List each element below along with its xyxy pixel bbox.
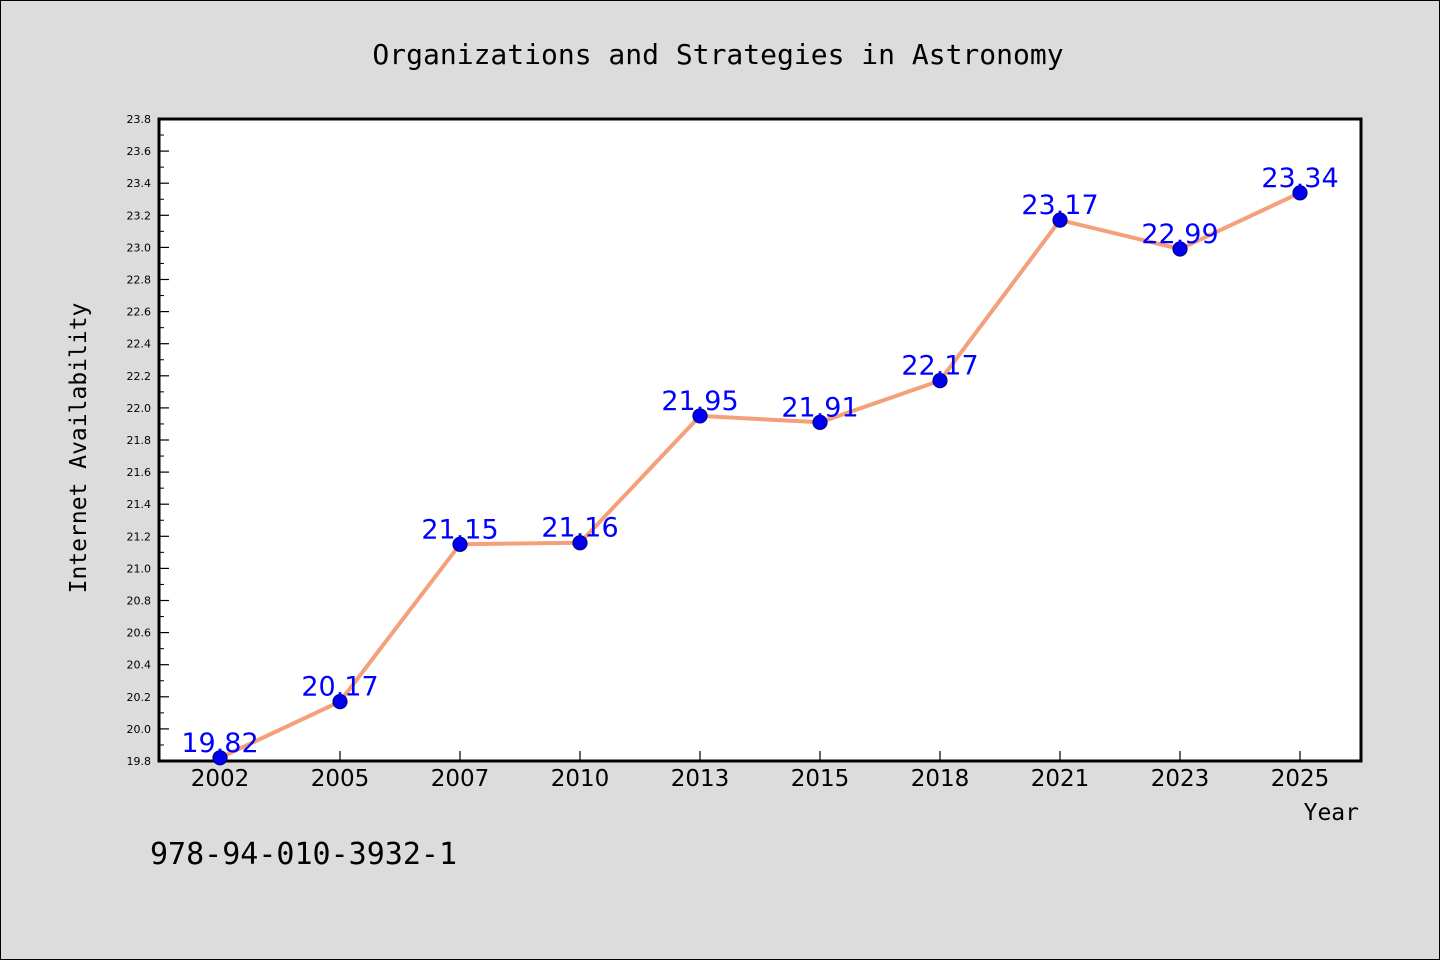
data-point [692, 408, 708, 424]
y-tick-label: 22.0 [127, 402, 152, 415]
data-point [212, 750, 228, 766]
data-markers [212, 185, 1308, 766]
x-axis-label: Year [1304, 800, 1359, 826]
x-tick-label: 2002 [191, 766, 250, 792]
y-tick-label: 23.8 [127, 113, 152, 126]
y-tick-label: 20.2 [127, 691, 152, 704]
identifier-text: 978-94-010-3932-1 [150, 837, 457, 872]
x-tick-label: 2007 [431, 766, 490, 792]
y-tick-label: 20.8 [127, 595, 152, 608]
y-tick-label: 22.4 [127, 338, 152, 351]
data-point [1052, 212, 1068, 228]
data-label: 21.15 [421, 514, 498, 545]
chart-title: Organizations and Strategies in Astronom… [372, 38, 1063, 71]
data-label: 22.17 [901, 351, 978, 382]
data-point [932, 373, 948, 389]
plot-area [157, 117, 1363, 763]
y-tick-label: 21.4 [127, 498, 152, 511]
y-axis-label: Internet Availability [66, 303, 92, 594]
data-point [812, 414, 828, 430]
y-tick-label: 21.6 [127, 466, 152, 479]
series-line [219, 190, 1301, 760]
y-tick-label: 22.2 [127, 370, 152, 383]
x-tick-label: 2013 [671, 766, 730, 792]
y-tick-label: 20.0 [127, 723, 152, 736]
data-point [1172, 241, 1188, 257]
data-label: 23.17 [1021, 190, 1098, 221]
y-tick-label: 21.8 [127, 434, 152, 447]
x-tick-label: 2021 [1031, 766, 1090, 792]
data-label: 21.16 [541, 513, 618, 544]
y-tick-label: 23.0 [127, 241, 152, 254]
data-label: 22.99 [1141, 219, 1218, 250]
data-point [332, 694, 348, 710]
data-label: 19.82 [181, 728, 258, 759]
x-tick-label: 2023 [1151, 766, 1210, 792]
x-tick-label: 2015 [791, 766, 850, 792]
data-point [1292, 185, 1308, 201]
data-point [572, 535, 588, 551]
data-point [452, 536, 468, 552]
y-tick-label: 21.2 [127, 530, 152, 543]
data-label: 21.91 [781, 392, 858, 423]
y-tick-label: 20.6 [127, 627, 152, 640]
y-tick-label: 19.8 [127, 755, 152, 768]
x-tick-label: 2005 [311, 766, 370, 792]
data-label: 21.95 [661, 386, 738, 417]
data-labels: 19.82 20.17 21.15 21.16 21.95 21.91 22.17 23.17… [181, 163, 1338, 759]
y-tick-label: 23.6 [127, 145, 152, 158]
data-label: 20.17 [301, 672, 378, 703]
x-tick-label: 2010 [551, 766, 610, 792]
y-tick-label: 21.0 [127, 562, 152, 575]
y-tick-label: 23.4 [127, 177, 152, 190]
y-tick-label: 22.6 [127, 306, 152, 319]
y-tick-label: 22.8 [127, 274, 152, 287]
y-tick-label: 20.4 [127, 659, 152, 672]
x-tick-label: 2018 [911, 766, 970, 792]
y-axis: 19.8 20.0 20.2 20.4 20.6 20.8 21.0 21.2 21.4 21.6… [127, 113, 169, 768]
x-tick-label: 2025 [1271, 766, 1330, 792]
y-tick-label: 23.2 [127, 209, 152, 222]
x-axis: 2002 2005 2007 2010 2013 2015 2018 2021 2023 2025 [191, 751, 1330, 792]
data-label: 23.34 [1261, 163, 1338, 194]
